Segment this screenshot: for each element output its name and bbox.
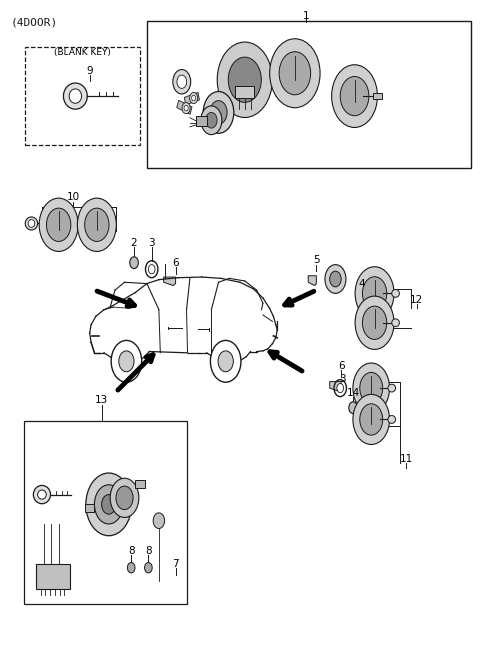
Text: 4: 4 (359, 279, 365, 289)
Bar (373, 93, 382, 99)
Ellipse shape (37, 490, 46, 499)
Circle shape (355, 267, 394, 320)
Circle shape (110, 478, 139, 518)
Circle shape (77, 198, 116, 251)
Circle shape (102, 495, 116, 514)
Ellipse shape (34, 485, 50, 504)
Circle shape (228, 57, 261, 102)
Circle shape (203, 92, 234, 133)
Circle shape (218, 351, 233, 372)
Circle shape (360, 404, 383, 435)
Circle shape (270, 39, 320, 108)
Circle shape (340, 77, 369, 115)
Polygon shape (308, 276, 316, 285)
Circle shape (182, 102, 190, 113)
Circle shape (279, 52, 311, 95)
Polygon shape (164, 277, 176, 285)
Text: 8: 8 (145, 546, 152, 556)
Circle shape (325, 264, 346, 293)
Text: 1: 1 (302, 10, 309, 21)
Text: 6: 6 (172, 258, 179, 268)
Circle shape (173, 70, 191, 94)
Circle shape (201, 106, 222, 134)
Circle shape (144, 562, 152, 573)
Circle shape (217, 42, 272, 117)
Circle shape (210, 340, 241, 382)
Text: 9: 9 (86, 66, 93, 76)
Circle shape (148, 264, 155, 274)
Circle shape (111, 340, 142, 382)
Text: 3: 3 (339, 374, 346, 384)
Circle shape (47, 208, 71, 241)
Circle shape (362, 277, 387, 310)
Polygon shape (184, 92, 200, 105)
Circle shape (184, 106, 188, 111)
Text: 11: 11 (399, 454, 413, 464)
Text: 7: 7 (172, 560, 179, 569)
Polygon shape (330, 382, 341, 392)
Text: 12: 12 (410, 295, 423, 305)
Circle shape (205, 112, 217, 128)
Ellipse shape (69, 89, 82, 103)
Text: 3: 3 (148, 238, 155, 248)
Circle shape (210, 100, 227, 124)
Circle shape (360, 373, 383, 404)
Circle shape (95, 485, 123, 524)
Circle shape (190, 92, 198, 104)
Bar (235, 87, 254, 98)
Text: 6: 6 (338, 361, 345, 371)
Ellipse shape (392, 319, 399, 327)
Ellipse shape (392, 289, 399, 297)
Ellipse shape (28, 220, 35, 228)
Text: 2: 2 (131, 238, 137, 248)
Circle shape (353, 394, 390, 445)
Text: 13: 13 (95, 395, 108, 405)
Bar (196, 116, 206, 125)
Circle shape (119, 351, 134, 372)
Text: 10: 10 (66, 192, 80, 202)
Bar (24, 420, 187, 604)
Circle shape (355, 296, 394, 350)
Ellipse shape (63, 83, 87, 109)
Circle shape (349, 402, 358, 413)
Bar (135, 480, 144, 488)
Ellipse shape (388, 415, 396, 423)
Circle shape (153, 513, 165, 529)
Circle shape (86, 473, 132, 536)
Circle shape (84, 208, 109, 241)
Text: (4DOOR): (4DOOR) (11, 18, 58, 28)
Polygon shape (177, 100, 192, 114)
Bar (36, 564, 70, 589)
Ellipse shape (388, 384, 396, 392)
Circle shape (130, 256, 138, 268)
Text: (BLANK KEY): (BLANK KEY) (54, 48, 111, 57)
Circle shape (353, 363, 390, 413)
Ellipse shape (25, 217, 37, 230)
Circle shape (177, 75, 187, 89)
Circle shape (362, 306, 387, 339)
Bar (25, 47, 140, 145)
Circle shape (332, 65, 377, 127)
Text: 8: 8 (128, 546, 134, 556)
Bar (147, 21, 471, 168)
Bar (85, 504, 95, 512)
Text: 5: 5 (313, 255, 320, 265)
Circle shape (330, 271, 341, 287)
Circle shape (127, 562, 135, 573)
Circle shape (39, 198, 78, 251)
Circle shape (192, 95, 196, 101)
Circle shape (337, 384, 344, 393)
Text: 14: 14 (347, 388, 360, 398)
Circle shape (116, 486, 133, 510)
